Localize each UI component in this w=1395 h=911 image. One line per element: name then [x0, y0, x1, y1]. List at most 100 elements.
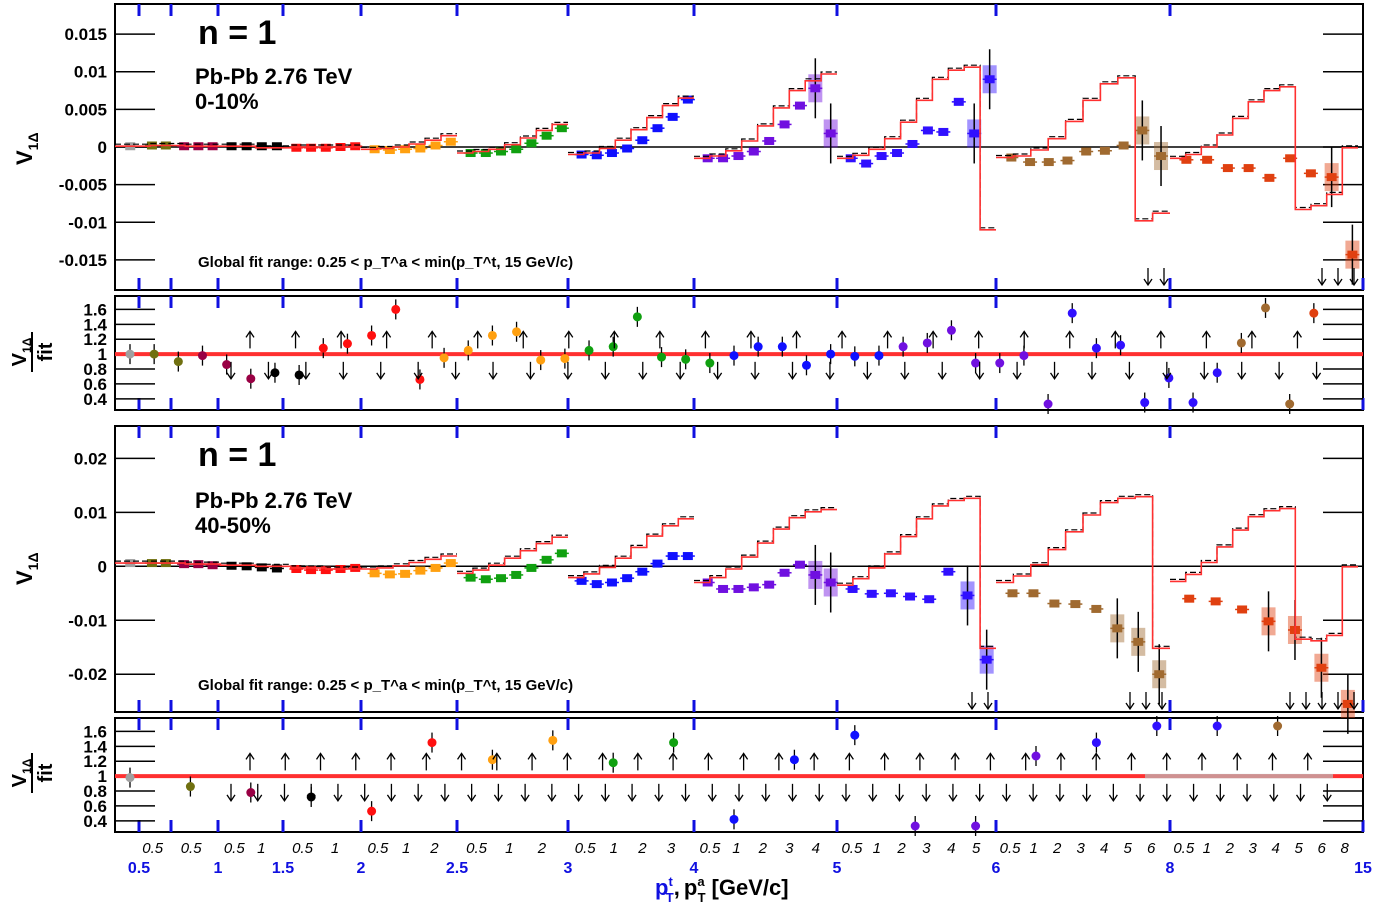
ratio-point [439, 353, 449, 363]
ratio-limit-arrow [703, 752, 713, 760]
x-minor-tick-label: 1 [402, 840, 410, 857]
ratio-limit-arrow [1065, 330, 1075, 338]
x-minor-tick-label: 0.5 [181, 840, 203, 857]
ratio-limit-arrow [493, 794, 503, 803]
svg-text:V1Δ: V1Δ [9, 337, 34, 366]
limit-arrow [983, 702, 993, 711]
limit-arrow [1333, 702, 1343, 711]
svg-text:fit: fit [35, 763, 57, 782]
y-tick-label: 0.015 [64, 25, 107, 44]
y-tick-label: 1 [98, 767, 107, 786]
ratio-point [1188, 398, 1198, 408]
ratio-limit-arrow [527, 752, 537, 760]
svg-text:fit: fit [35, 342, 57, 361]
ratio-limit-arrow [1267, 752, 1278, 760]
top-system: Pb-Pb 2.76 TeV [195, 64, 353, 89]
y-tick-label: 0.6 [83, 375, 107, 394]
y-tick-label: -0.02 [68, 665, 107, 684]
top-fit-note: Global fit range: 0.25 < p_T^a < min(p_T… [198, 254, 573, 271]
ratio-point [512, 327, 522, 337]
ratio-limit-arrow [338, 372, 348, 381]
ratio-limit-arrow [707, 794, 717, 803]
top-title: n = 1 [198, 14, 276, 52]
ratio-limit-arrow [1049, 372, 1060, 381]
top-ylabel: V1Δ [12, 132, 41, 165]
limit-arrow [1285, 702, 1295, 711]
ratio-limit-arrow [1242, 794, 1252, 803]
ratio-limit-arrow [226, 794, 236, 803]
ratio-limit-arrow [633, 752, 643, 760]
ratio-limit-arrow [279, 794, 290, 803]
ratio-limit-arrow [492, 752, 502, 760]
ratio-point [584, 345, 594, 355]
x-minor-tick-label: 5 [1124, 840, 1133, 857]
ratio-point [1091, 738, 1101, 748]
ratio-limit-arrow [894, 794, 904, 803]
fit-curve [1170, 507, 1358, 642]
ratio-point [777, 342, 787, 352]
ratio-limit-arrow [868, 794, 878, 803]
ratio-point [608, 758, 618, 768]
ratio-limit-arrow [1199, 372, 1209, 381]
ratio-limit-arrow [574, 794, 584, 803]
ratio-point [971, 358, 981, 368]
ratio-limit-arrow [564, 330, 574, 338]
x-minor-tick-label: 3 [785, 840, 794, 857]
ratio-point [874, 351, 884, 361]
x-minor-tick-label: 1 [505, 840, 513, 857]
fit-curve [996, 77, 1170, 222]
ratio-limit-arrow [844, 752, 854, 760]
ratio-point [391, 304, 401, 314]
ratio-point [1031, 751, 1041, 761]
y-tick-label: 0.8 [83, 360, 107, 379]
ratio-point [536, 355, 546, 365]
ratio-limit-arrow [1292, 330, 1303, 338]
panel-frame [114, 425, 1364, 713]
x-major-tick-label: 8 [1166, 860, 1175, 877]
fit-uncertainty-band [1145, 773, 1333, 779]
ratio-limit-arrow [1197, 752, 1207, 760]
ratio-limit-arrow [1019, 330, 1029, 338]
x-minor-tick-label: 0.5 [575, 840, 597, 857]
ratio-limit-arrow [1215, 794, 1225, 803]
limit-arrow [1301, 702, 1311, 711]
ratio-limit-arrow [360, 794, 370, 803]
ratio-limit-arrow [563, 372, 573, 381]
ratio-point [1212, 368, 1222, 378]
limit-arrow [1143, 278, 1153, 287]
ratio-limit-arrow [413, 794, 423, 803]
x-minor-tick-label: 2 [537, 840, 547, 857]
x-minor-tick-label: 4 [812, 840, 820, 857]
y-tick-label: -0.015 [59, 251, 107, 270]
x-minor-tick-label: 0.5 [1000, 840, 1022, 857]
ratio-limit-arrow [739, 752, 749, 760]
fit-curve-dashed [568, 516, 694, 577]
y-tick-label: 1.6 [83, 722, 107, 741]
ratio-point [850, 351, 860, 361]
x-minor-tick-label: 2 [758, 840, 768, 857]
y-tick-label: 1.4 [83, 737, 107, 756]
ratio-point [125, 773, 135, 783]
ratio-limit-arrow [1082, 794, 1092, 803]
ratio-limit-arrow [253, 794, 263, 803]
ratio-limit-arrow [518, 330, 528, 338]
x-minor-tick-label: 6 [1317, 840, 1326, 857]
x-axis-title: pt T, pa T [GeV/c] [655, 874, 789, 905]
x-minor-tick-label: 3 [1076, 840, 1085, 857]
ratio-limit-arrow [547, 794, 557, 803]
y-tick-label: 0.01 [74, 63, 107, 82]
fit-curve-dashed [457, 534, 568, 572]
ratio-point [246, 374, 256, 384]
ratio-point [149, 349, 159, 359]
ratio-limit-arrow [654, 794, 664, 803]
fit-curve [996, 495, 1170, 650]
ratio-limit-arrow [655, 330, 665, 338]
fit-curve-dashed [115, 142, 361, 147]
x-minor-tick-label: 6 [1147, 840, 1156, 857]
x-major-tick-label: 2.5 [446, 860, 468, 877]
ratio-point [971, 821, 981, 831]
ratio-limit-arrow [226, 372, 236, 381]
ratio-limit-arrow [386, 752, 396, 760]
ratio-limit-arrow [1162, 794, 1172, 803]
